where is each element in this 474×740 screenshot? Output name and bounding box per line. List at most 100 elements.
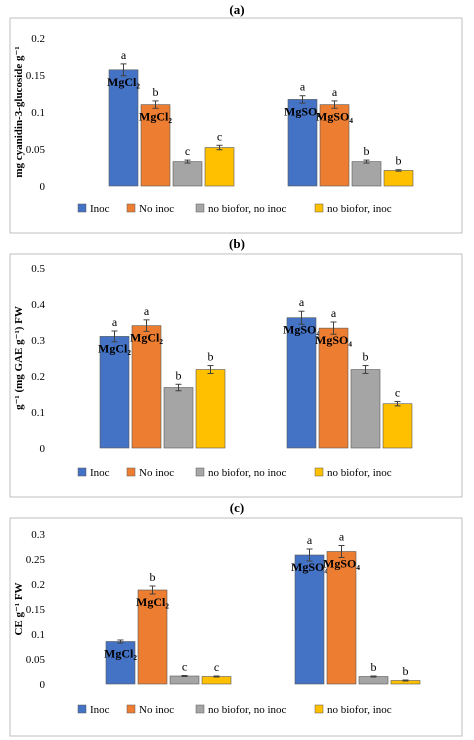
- significance-letter: b: [208, 350, 214, 364]
- y-tick-label: 0.15: [26, 70, 46, 82]
- significance-letter: a: [300, 80, 306, 94]
- salt-label: MgCl₂: [139, 110, 172, 124]
- y-tick-label: 0.2: [31, 33, 45, 45]
- legend-swatch: [195, 203, 205, 213]
- panel-c-label: (c): [229, 500, 245, 515]
- legend-swatch: [77, 704, 87, 714]
- salt-label: MgSO₄: [316, 110, 353, 124]
- y-tick-label: 0.4: [31, 299, 45, 311]
- legend-swatch: [126, 704, 136, 714]
- bar: [201, 676, 232, 685]
- bar: [140, 104, 171, 187]
- chart-frame: [9, 517, 463, 737]
- y-axis-label: mg cyanidin-3-glucoside g⁻¹: [13, 46, 25, 177]
- legend-swatch: [314, 203, 324, 213]
- salt-label: MgCl₂: [130, 331, 163, 345]
- significance-letter: a: [112, 315, 118, 329]
- salt-label: MgCl₂: [107, 75, 140, 89]
- legend-entry: no biofor, inoc: [327, 467, 392, 479]
- bar: [350, 369, 381, 449]
- significance-letter: b: [150, 570, 156, 584]
- salt-label: MgSO₄: [283, 323, 320, 337]
- legend-entry: No inoc: [139, 467, 174, 479]
- y-tick-label: 0.15: [26, 604, 46, 616]
- y-tick-label: 0.5: [31, 263, 45, 275]
- legend-entry: Inoc: [90, 704, 110, 716]
- significance-letter: c: [185, 144, 190, 158]
- legend-entry: no biofor, inoc: [327, 203, 392, 215]
- legend-entry: no biofor, no inoc: [208, 203, 286, 215]
- salt-label: MgSO₄: [284, 104, 321, 118]
- bar: [195, 369, 226, 449]
- bar: [204, 147, 235, 187]
- legend-swatch: [314, 704, 324, 714]
- significance-letter: a: [121, 48, 127, 62]
- significance-letter: c: [217, 129, 222, 143]
- bar: [108, 69, 139, 187]
- legend-entry: No inoc: [139, 203, 174, 215]
- chart-b: 0 0.1 0.2 0.3 0.4 0.5 g⁻¹ (mg GAE g⁻¹) FW a MgCl…: [9, 253, 463, 498]
- y-tick-label: 0: [40, 443, 46, 455]
- bar: [294, 554, 325, 685]
- legend-swatch: [195, 704, 205, 714]
- legend-entry: Inoc: [90, 203, 110, 215]
- salt-label: MgSO₄: [323, 557, 360, 571]
- significance-letter: b: [364, 144, 370, 158]
- significance-letter: b: [403, 664, 409, 678]
- bar: [358, 676, 389, 685]
- significance-letter: a: [339, 530, 345, 544]
- legend-swatch: [126, 203, 136, 213]
- significance-letter: a: [307, 533, 313, 547]
- significance-letter: a: [331, 306, 337, 320]
- y-tick-label: 0.1: [31, 629, 45, 641]
- salt-label: MgCl₂: [98, 341, 131, 355]
- significance-letter: b: [396, 154, 402, 168]
- panel-a-label: (a): [229, 2, 245, 17]
- y-tick-label: 0.05: [26, 144, 46, 156]
- significance-letter: b: [371, 660, 377, 674]
- significance-letter: a: [144, 304, 150, 318]
- y-tick-label: 0.2: [31, 579, 45, 591]
- salt-label: MgCl₂: [136, 595, 169, 609]
- legend-swatch: [314, 467, 324, 477]
- y-tick-label: 0.1: [31, 107, 45, 119]
- bar: [318, 327, 349, 449]
- y-axis-label: g⁻¹ (mg GAE g⁻¹) FW: [13, 306, 25, 410]
- y-axis-label: CE g⁻¹ FW: [13, 582, 25, 635]
- significance-letter: a: [332, 85, 338, 99]
- salt-label: MgSO₄: [315, 333, 352, 347]
- bar: [319, 104, 350, 187]
- bar: [351, 161, 382, 187]
- bar: [169, 675, 200, 685]
- bar: [326, 551, 357, 685]
- bar: [131, 325, 162, 449]
- significance-letter: a: [299, 295, 305, 309]
- salt-label: MgCl₂: [104, 647, 137, 661]
- legend-entry: no biofor, inoc: [327, 704, 392, 716]
- legend-entry: no biofor, no inoc: [208, 467, 286, 479]
- y-tick-label: 0.2: [31, 371, 45, 383]
- bar: [382, 403, 413, 449]
- legend-swatch: [126, 467, 136, 477]
- salt-label: MgSO₄: [291, 560, 328, 574]
- significance-letter: b: [363, 350, 369, 364]
- y-tick-label: 0.25: [26, 554, 46, 566]
- bar: [163, 387, 194, 449]
- bar: [172, 161, 203, 187]
- chart-a: 0 0.05 0.1 0.15 0.2 mg cyanidin-3-glucoside g…: [9, 17, 463, 234]
- bar: [99, 336, 130, 449]
- chart-frame: [9, 253, 463, 498]
- significance-letter: c: [182, 660, 187, 674]
- y-tick-label: 0.1: [31, 407, 45, 419]
- bar: [383, 170, 414, 187]
- significance-letter: c: [214, 660, 219, 674]
- legend-swatch: [195, 467, 205, 477]
- legend-entry: Inoc: [90, 467, 110, 479]
- y-tick-label: 0.3: [31, 529, 45, 541]
- legend-entry: No inoc: [139, 704, 174, 716]
- significance-letter: b: [176, 368, 182, 382]
- chart-frame: [9, 17, 463, 234]
- chart-c: 0 0.05 0.1 0.15 0.2 0.25 0.3 CE g⁻¹ FW MgCl₂ b MgC…: [9, 517, 463, 737]
- bar: [137, 589, 168, 685]
